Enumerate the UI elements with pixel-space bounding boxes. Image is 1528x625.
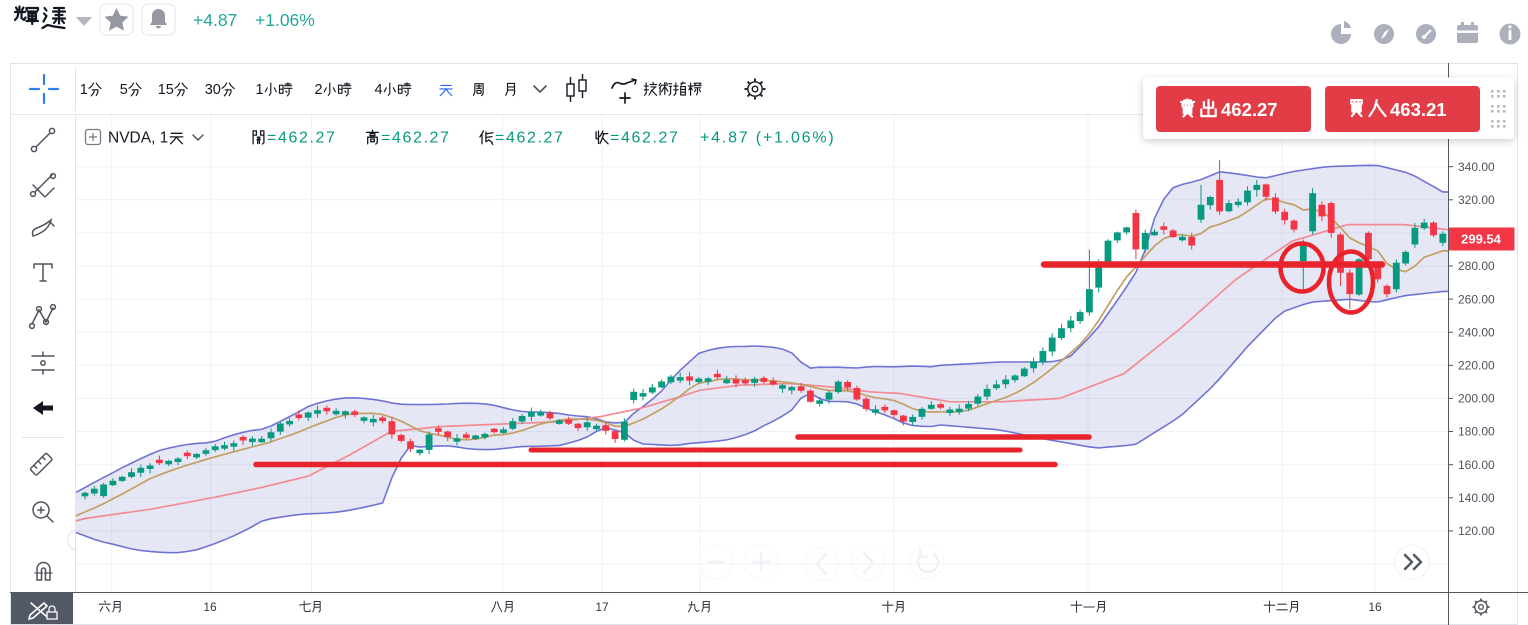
svg-text:280.00: 280.00 <box>1458 259 1495 273</box>
svg-text:140.00: 140.00 <box>1458 491 1495 505</box>
svg-text:=462.27: =462.27 <box>381 130 450 147</box>
svg-text:180.00: 180.00 <box>1458 425 1495 439</box>
svg-text:200.00: 200.00 <box>1458 392 1495 406</box>
svg-text:1: 1 <box>80 82 88 98</box>
svg-text:463.21: 463.21 <box>1390 99 1447 120</box>
svg-text:160.00: 160.00 <box>1458 458 1495 472</box>
svg-text:260.00: 260.00 <box>1458 292 1495 306</box>
svg-text:462.27: 462.27 <box>1221 99 1278 120</box>
svg-text:220.00: 220.00 <box>1458 359 1495 373</box>
svg-text:16: 16 <box>203 600 217 614</box>
svg-text:320.00: 320.00 <box>1458 193 1495 207</box>
svg-text:=462.27: =462.27 <box>495 130 564 147</box>
svg-text:340.00: 340.00 <box>1458 160 1495 174</box>
svg-text:=462.27: =462.27 <box>267 130 336 147</box>
svg-text:+1.06%: +1.06% <box>255 10 315 30</box>
svg-text:+4.87 (+1.06%): +4.87 (+1.06%) <box>700 130 836 147</box>
svg-text:5: 5 <box>120 82 128 98</box>
svg-text:15: 15 <box>158 82 174 98</box>
svg-text:1: 1 <box>255 82 263 98</box>
svg-text:240.00: 240.00 <box>1458 325 1495 339</box>
svg-text:120.00: 120.00 <box>1458 524 1495 538</box>
svg-text:4: 4 <box>374 82 382 98</box>
svg-text:16: 16 <box>1368 600 1382 614</box>
svg-text:+4.87: +4.87 <box>193 10 237 30</box>
svg-text:=462.27: =462.27 <box>610 130 679 147</box>
svg-text:299.54: 299.54 <box>1461 232 1502 247</box>
svg-text:17: 17 <box>595 600 609 614</box>
svg-text:30: 30 <box>205 82 221 98</box>
svg-text:2: 2 <box>314 82 322 98</box>
svg-text:NVDA, 1: NVDA, 1 <box>108 130 168 147</box>
